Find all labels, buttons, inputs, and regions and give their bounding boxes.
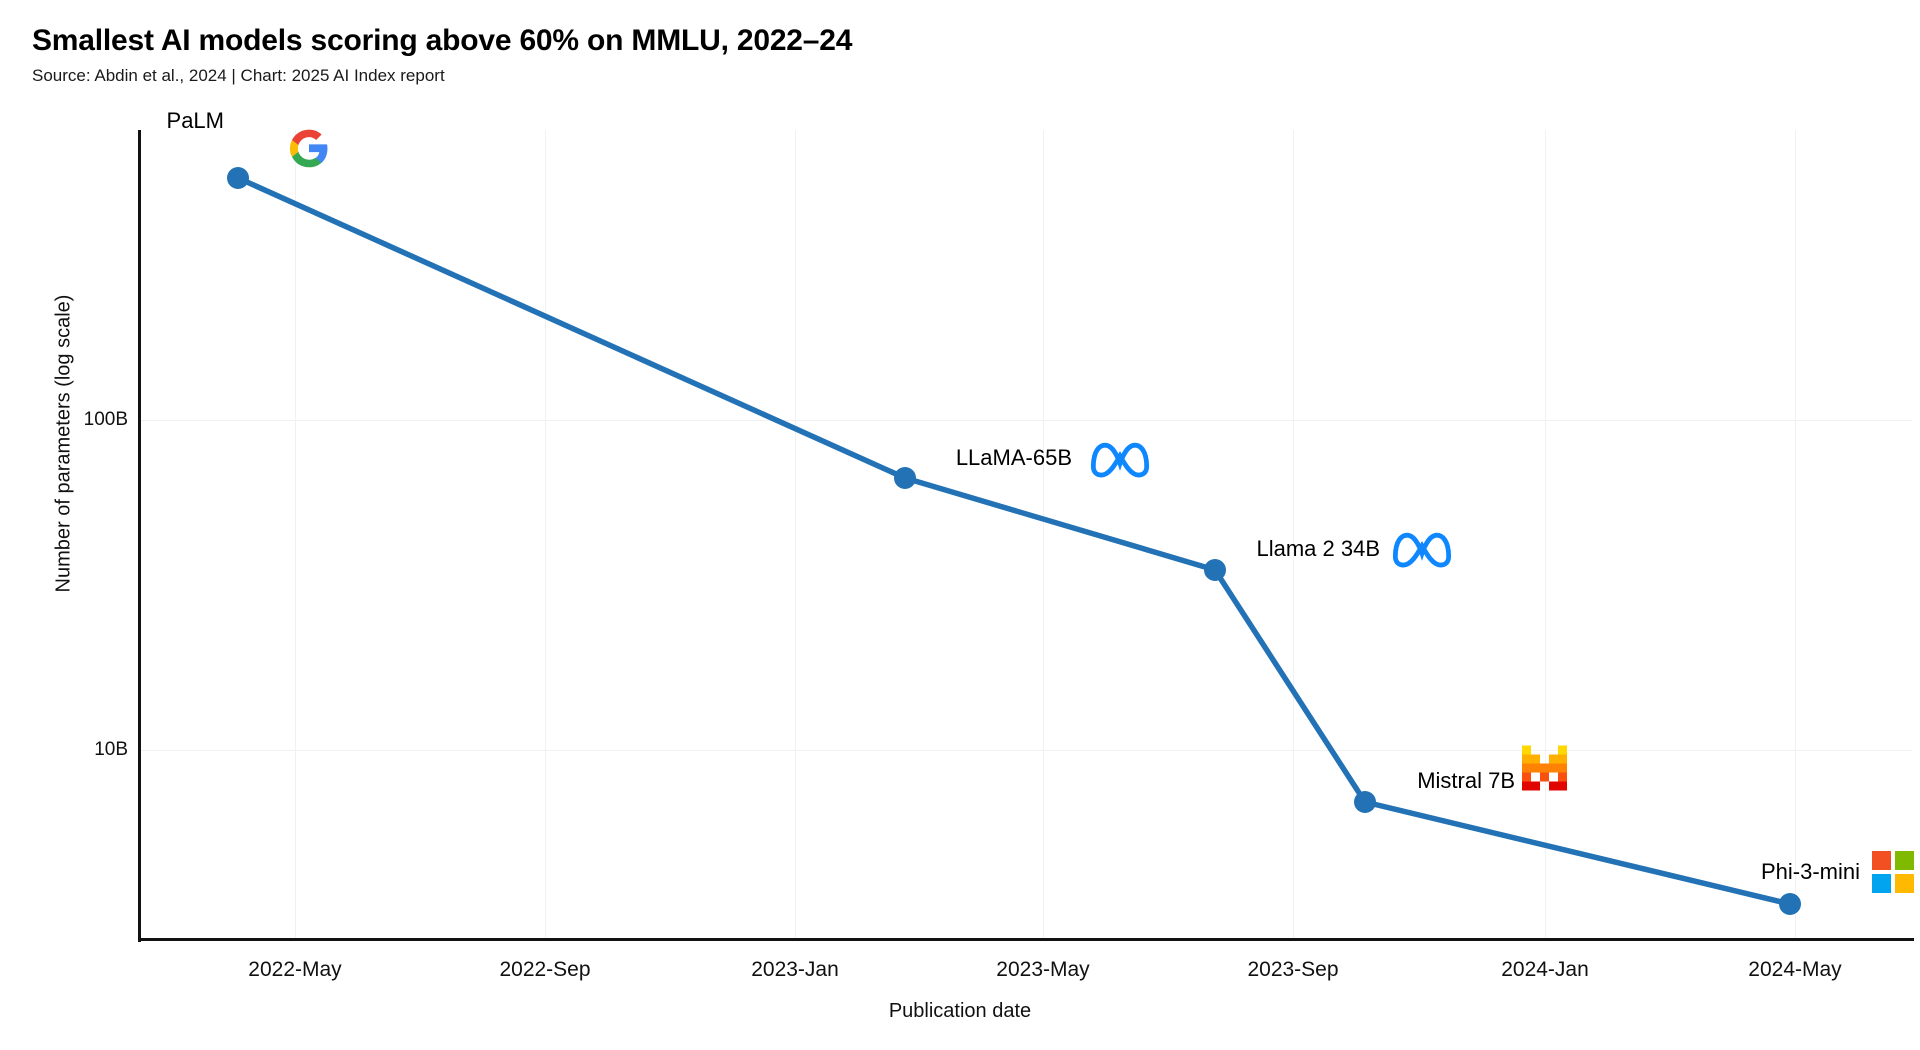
ms-square-green — [1895, 851, 1914, 870]
microsoft-logo — [1872, 851, 1914, 893]
gridline-vertical-2022-sep — [545, 130, 546, 938]
gridline-vertical-2024-jan — [1545, 130, 1546, 938]
data-point-phi-3-mini — [1779, 893, 1801, 915]
x-tick-label-2022-sep: 2022-Sep — [499, 958, 591, 981]
ms-square-red — [1872, 851, 1891, 870]
meta-logo-llama-2-34b — [1390, 526, 1454, 570]
x-tick-label-2023-sep: 2023-Sep — [1247, 958, 1339, 981]
y-axis-title: Number of parameters (log scale) — [52, 294, 75, 593]
x-tick-label-2024-jan: 2024-Jan — [1501, 958, 1589, 981]
mistral-logo — [1522, 745, 1567, 791]
ms-square-blue — [1872, 874, 1891, 893]
y-axis-spine — [138, 130, 141, 942]
gridline-vertical-2022-may — [295, 130, 296, 938]
x-axis-title: Publication date — [888, 1000, 1032, 1022]
x-tick-label-2023-jan: 2023-Jan — [751, 958, 839, 981]
google-logo — [288, 127, 330, 169]
x-tick-label-2023-may: 2023-May — [996, 958, 1090, 981]
series-line-smallest-models — [235, 175, 1793, 907]
meta-logo-llama-65b — [1088, 436, 1152, 480]
gridline-vertical-2023-may — [1043, 130, 1044, 938]
ms-square-yellow — [1895, 874, 1914, 893]
x-axis-spine — [138, 938, 1914, 941]
x-tick-label-2022-may: 2022-May — [248, 958, 342, 981]
gridline-horizontal-100b — [141, 420, 1912, 421]
y-tick-label-10b: 10B — [94, 739, 128, 760]
point-label-llama-2-34b: Llama 2 34B — [1256, 536, 1380, 561]
gridline-vertical-2023-sep — [1293, 130, 1294, 938]
chart-source-subtitle: Source: Abdin et al., 2024 | Chart: 2025… — [32, 66, 445, 85]
series-markers — [227, 167, 1801, 915]
page-title: Smallest AI models scoring above 60% on … — [32, 24, 853, 57]
data-point-mistral-7b — [1354, 791, 1376, 813]
data-point-llama-2-34b — [1204, 559, 1226, 581]
gridline-horizontal-10b — [141, 750, 1912, 751]
y-tick-label-100b: 100B — [83, 409, 128, 430]
x-tick-label-2024-may: 2024-May — [1748, 958, 1842, 981]
point-label-llama-65b: LLaMA-65B — [955, 445, 1072, 470]
point-label-palm: PaLM — [166, 108, 224, 133]
data-point-palm — [227, 167, 249, 189]
point-label-mistral-7b: Mistral 7B — [1417, 768, 1515, 793]
point-label-phi-3-mini: Phi-3-mini — [1760, 859, 1860, 884]
gridline-vertical-2024-may — [1795, 130, 1796, 938]
gridline-vertical-2023-jan — [795, 130, 796, 938]
data-point-llama-65b — [894, 467, 916, 489]
